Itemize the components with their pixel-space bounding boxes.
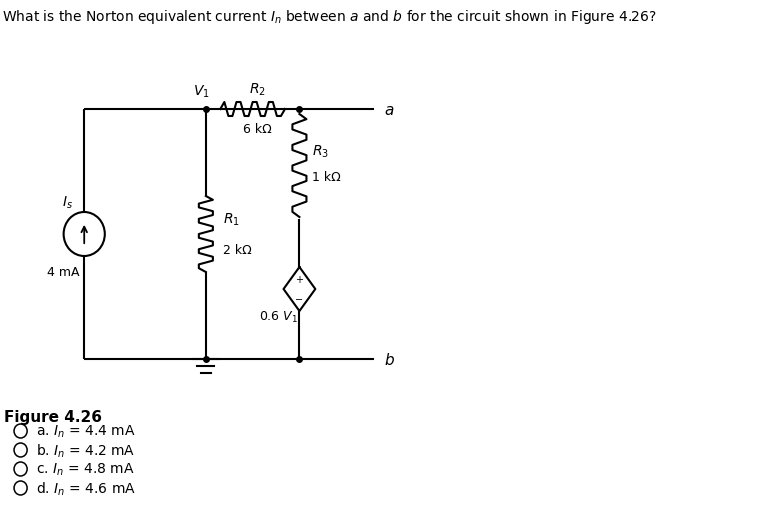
Text: $a$: $a$ bbox=[384, 103, 394, 117]
Text: 1 kΩ: 1 kΩ bbox=[311, 170, 340, 183]
Text: +: + bbox=[296, 275, 303, 284]
Text: Figure 4.26: Figure 4.26 bbox=[4, 409, 102, 424]
Text: $R_2$: $R_2$ bbox=[249, 82, 266, 98]
Text: −: − bbox=[296, 294, 303, 305]
Text: 4 mA: 4 mA bbox=[48, 266, 80, 279]
Text: 6 kΩ: 6 kΩ bbox=[243, 122, 271, 135]
Text: $R_1$: $R_1$ bbox=[223, 212, 239, 228]
Text: d. $I_n$ = 4.6 mA: d. $I_n$ = 4.6 mA bbox=[35, 479, 135, 497]
Text: $R_3$: $R_3$ bbox=[311, 143, 328, 160]
Text: $b$: $b$ bbox=[384, 351, 395, 367]
Text: $I_s$: $I_s$ bbox=[62, 194, 73, 211]
Text: 0.6 $V_1$: 0.6 $V_1$ bbox=[260, 309, 299, 324]
Text: What is the Norton equivalent current $I_n$ between $a$ and $b$ for the circuit : What is the Norton equivalent current $I… bbox=[2, 8, 657, 26]
Text: 2 kΩ: 2 kΩ bbox=[223, 243, 252, 256]
Text: b. $I_n$ = 4.2 mA: b. $I_n$ = 4.2 mA bbox=[35, 441, 135, 459]
Text: c. $I_n$ = 4.8 mA: c. $I_n$ = 4.8 mA bbox=[35, 461, 134, 477]
Text: a. $I_n$ = 4.4 mA: a. $I_n$ = 4.4 mA bbox=[35, 423, 135, 439]
Text: $V_1$: $V_1$ bbox=[193, 84, 210, 100]
